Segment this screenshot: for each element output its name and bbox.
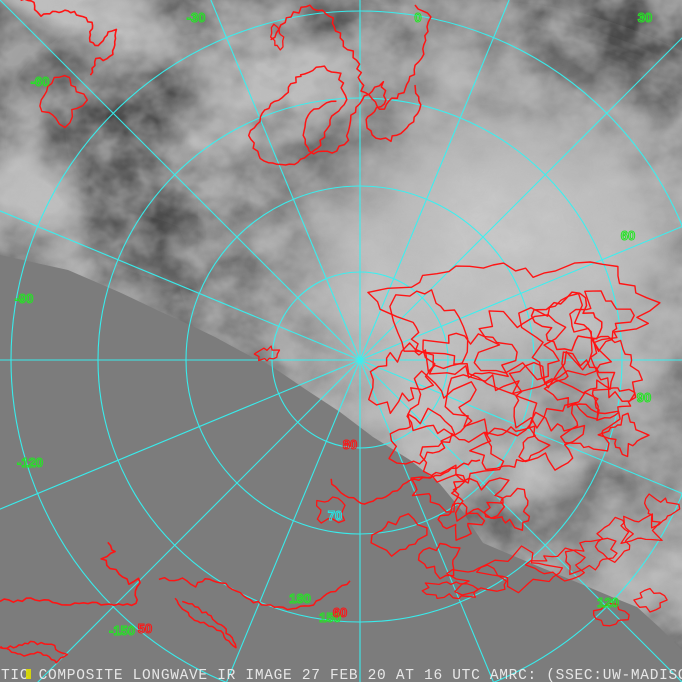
svg-text:0: 0 xyxy=(414,10,421,25)
svg-text:90: 90 xyxy=(637,390,651,405)
svg-text:120: 120 xyxy=(597,595,619,610)
svg-text:-90: -90 xyxy=(15,291,34,306)
svg-text:-120: -120 xyxy=(17,455,43,470)
svg-text:50: 50 xyxy=(138,621,152,636)
svg-text:60: 60 xyxy=(621,228,635,243)
svg-text:60: 60 xyxy=(333,605,347,620)
svg-text:180: 180 xyxy=(289,591,311,606)
svg-text:70: 70 xyxy=(328,508,342,523)
svg-text:TIC COMPOSITE LONGWAVE IR IMAG: TIC COMPOSITE LONGWAVE IR IMAGE 27 FEB 2… xyxy=(1,668,682,682)
svg-text:80: 80 xyxy=(343,437,357,452)
svg-text:30: 30 xyxy=(638,10,652,25)
svg-text:-150: -150 xyxy=(109,623,135,638)
svg-text:-30: -30 xyxy=(187,10,206,25)
svg-text:-60: -60 xyxy=(31,74,50,89)
